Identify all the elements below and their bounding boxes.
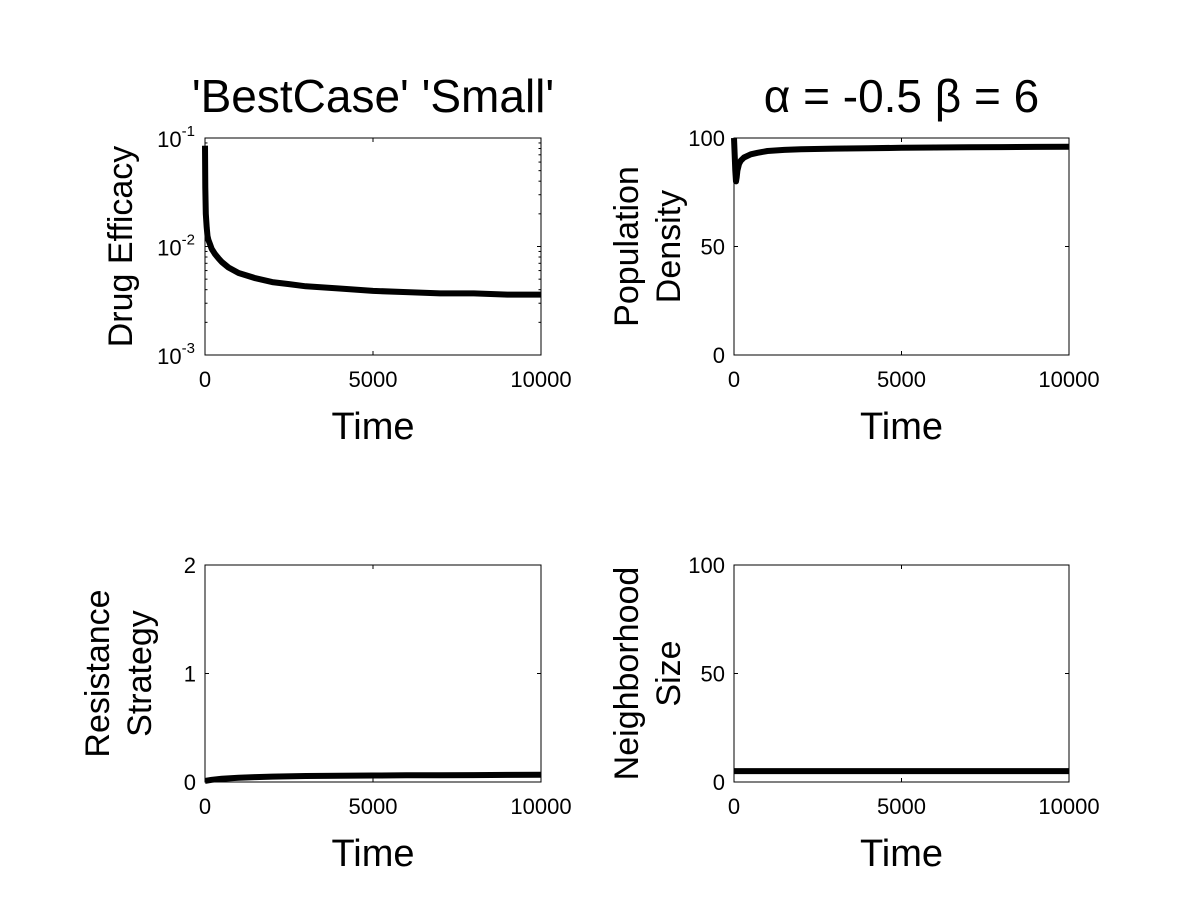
y-tick-label: 2: [184, 553, 196, 578]
axes-frame: [204, 564, 542, 783]
axes-frame: [733, 564, 1070, 783]
x-tick-label: 10000: [510, 794, 571, 819]
y-axis-label: Drug Efficacy: [102, 146, 140, 348]
x-tick-label: 5000: [877, 367, 926, 392]
x-tick-label: 0: [199, 367, 211, 392]
y-tick-label: 100: [688, 126, 725, 151]
series-line-1: [202, 145, 541, 298]
y-tick-label: 50: [701, 662, 725, 687]
x-tick-label: 10000: [510, 367, 571, 392]
x-tick-label: 5000: [877, 794, 926, 819]
x-axis-label: Time: [860, 833, 943, 875]
x-tick-label: 5000: [349, 367, 398, 392]
y-tick-label: 50: [701, 235, 725, 260]
y-axis-label: Resistance Strategy: [79, 589, 159, 757]
y-tick-label: 0: [713, 770, 725, 795]
x-axis-label: Time: [331, 833, 414, 875]
y-tick-label: 1: [184, 662, 196, 687]
x-axis-label: Time: [860, 406, 943, 448]
y-tick-label: 10-3: [157, 340, 195, 369]
series-line-1: [204, 771, 542, 784]
subplot-title: α = -0.5 β = 6: [764, 70, 1040, 122]
subplot-4: 0 5000 10000 0 50 100 Time Neighborhood Size: [608, 553, 1100, 875]
x-tick-label: 5000: [349, 794, 398, 819]
y-tick-label: 0: [184, 770, 196, 795]
x-tick-label: 0: [728, 794, 740, 819]
y-tick-label: 0: [713, 343, 725, 368]
axes-frame: [204, 137, 542, 356]
subplot-1: 0 5000 10000 10-3 10-2 10-1 Time Drug Efficacy '…: [102, 70, 572, 448]
subplot-3: 0 5000 10000 0 1 2 Time Resistance Strategy: [79, 553, 572, 875]
axes-frame: [733, 137, 1070, 356]
y-axis-label: Population Density: [608, 166, 688, 327]
y-tick-label: 10-2: [157, 232, 195, 261]
series-line-1: [731, 137, 1070, 185]
x-axis-label: Time: [331, 406, 414, 448]
x-tick-label: 0: [199, 794, 211, 819]
y-tick-label: 10-1: [157, 123, 195, 152]
subplot-2: 0 5000 10000 0 50 100 Time Population Density α =…: [608, 70, 1100, 448]
x-tick-label: 10000: [1038, 367, 1099, 392]
y-tick-label: 100: [688, 553, 725, 578]
x-tick-label: 0: [728, 367, 740, 392]
x-tick-label: 10000: [1038, 794, 1099, 819]
subplot-title: 'BestCase' 'Small': [192, 70, 554, 122]
y-axis-label: Neighborhood Size: [608, 567, 688, 781]
